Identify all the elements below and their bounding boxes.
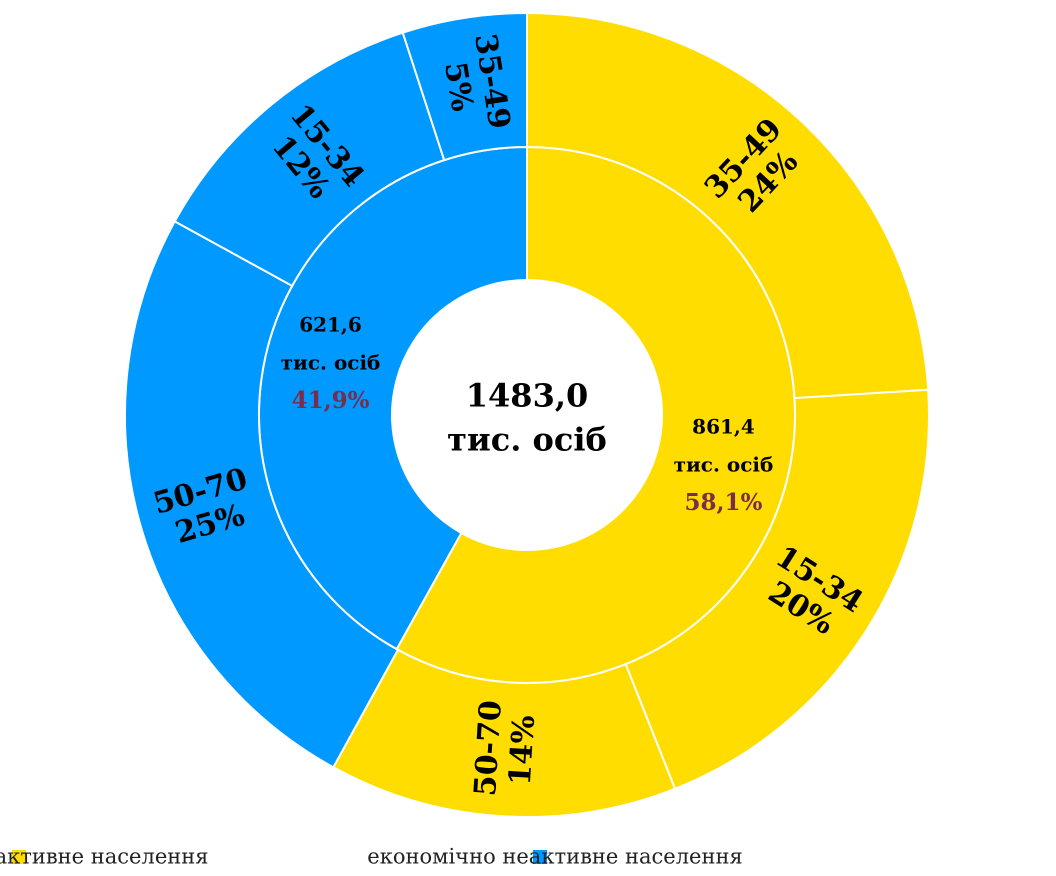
outer-value-label: 5%: [437, 60, 479, 114]
outer-segment: [526, 11, 930, 400]
outer-category-label: 50-70: [468, 699, 509, 797]
legend-label: економічно неактивне населення: [367, 845, 742, 869]
inner-amount-label: 621,6: [299, 312, 362, 336]
outer-segment: [624, 388, 930, 791]
center-hole: [392, 280, 662, 550]
outer-segment: [401, 11, 528, 162]
inner-value-label: 41,9%: [292, 387, 370, 414]
inner-unit-label: тис. осіб: [674, 453, 774, 477]
center-unit: тис. осіб: [447, 421, 607, 459]
legend-swatch: [533, 850, 547, 864]
center-total: 1483,0: [466, 377, 588, 415]
outer-segment: [124, 219, 400, 769]
outer-label: 35-495%: [437, 31, 517, 131]
legend-label: економічно активне населення: [0, 845, 208, 869]
inner-unit-label: тис. осіб: [281, 350, 381, 374]
outer-value-label: 14%: [503, 714, 542, 786]
inner-amount-label: 861,4: [692, 415, 755, 439]
legend-swatch: [12, 850, 26, 864]
inner-value-label: 58,1%: [685, 489, 763, 516]
